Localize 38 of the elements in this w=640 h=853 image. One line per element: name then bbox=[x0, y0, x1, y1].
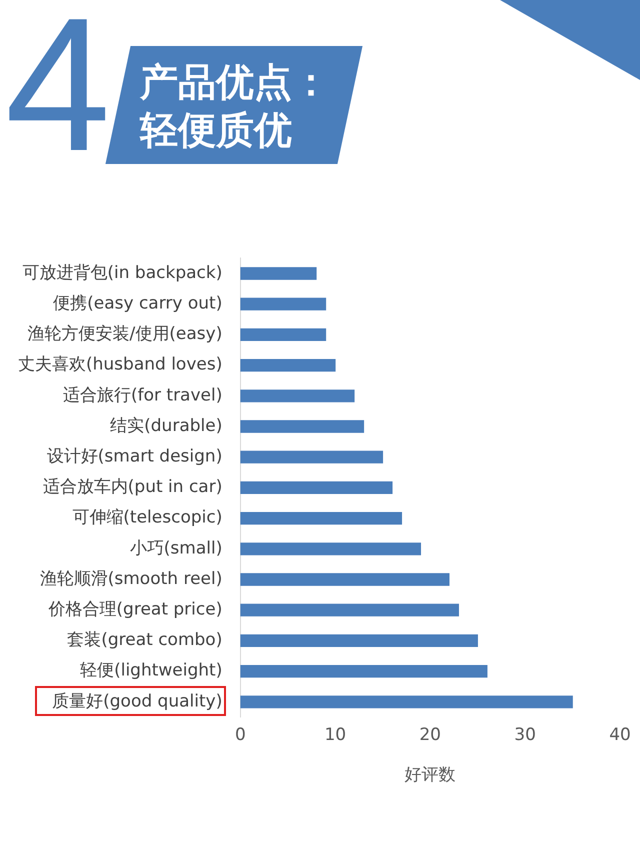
bar bbox=[240, 328, 326, 342]
y-tick-label: 价格合理(great price) bbox=[47, 600, 222, 620]
bar bbox=[240, 450, 384, 464]
y-tick-label: 便携(easy carry out) bbox=[53, 294, 222, 314]
y-tick-label: 质量好(good quality) bbox=[52, 691, 222, 712]
bar bbox=[240, 573, 450, 586]
bar bbox=[240, 512, 402, 525]
bar bbox=[240, 298, 326, 310]
bar bbox=[240, 696, 573, 708]
text: 4 bbox=[5, 0, 111, 191]
y-tick-label: 设计好(smart design) bbox=[46, 446, 222, 467]
bar bbox=[240, 664, 488, 678]
y-tick-label: 结实(durable) bbox=[110, 416, 222, 436]
y-tick-label: 可放进背包(in backpack) bbox=[22, 262, 222, 283]
x-tick-label: 0 bbox=[234, 724, 246, 745]
bar bbox=[240, 390, 355, 402]
y-tick-label: 轻便(lightweight) bbox=[80, 660, 222, 681]
y-tick-label: 套装(great combo) bbox=[67, 630, 222, 650]
x-tick-label: 30 bbox=[514, 724, 536, 745]
y-tick-label: 小巧(small) bbox=[130, 538, 222, 558]
y-tick-label: 适合放车内(put in car) bbox=[42, 477, 222, 498]
x-axis-title: 好评数 bbox=[404, 765, 456, 786]
bar bbox=[240, 267, 317, 280]
bar bbox=[240, 420, 364, 433]
y-tick-label: 丈夫喜欢(husband loves) bbox=[18, 354, 222, 375]
x-tick-label: 20 bbox=[419, 724, 441, 745]
chart-title: 产品优点：轻便质优 bbox=[140, 59, 331, 154]
bar bbox=[240, 604, 459, 616]
y-tick-label: 渔轮方便安装/使用(easy) bbox=[28, 324, 222, 344]
y-tick-label: 可伸缩(telescopic) bbox=[72, 508, 222, 528]
bar bbox=[240, 358, 336, 372]
y-tick-label: 渔轮顺滑(smooth reel) bbox=[40, 568, 222, 589]
bar bbox=[240, 542, 422, 556]
bar bbox=[240, 481, 393, 494]
x-tick-label: 10 bbox=[324, 724, 346, 745]
bar bbox=[240, 634, 478, 648]
x-tick-label: 40 bbox=[609, 724, 631, 745]
y-tick-label: 适合旅行(for travel) bbox=[62, 385, 222, 406]
